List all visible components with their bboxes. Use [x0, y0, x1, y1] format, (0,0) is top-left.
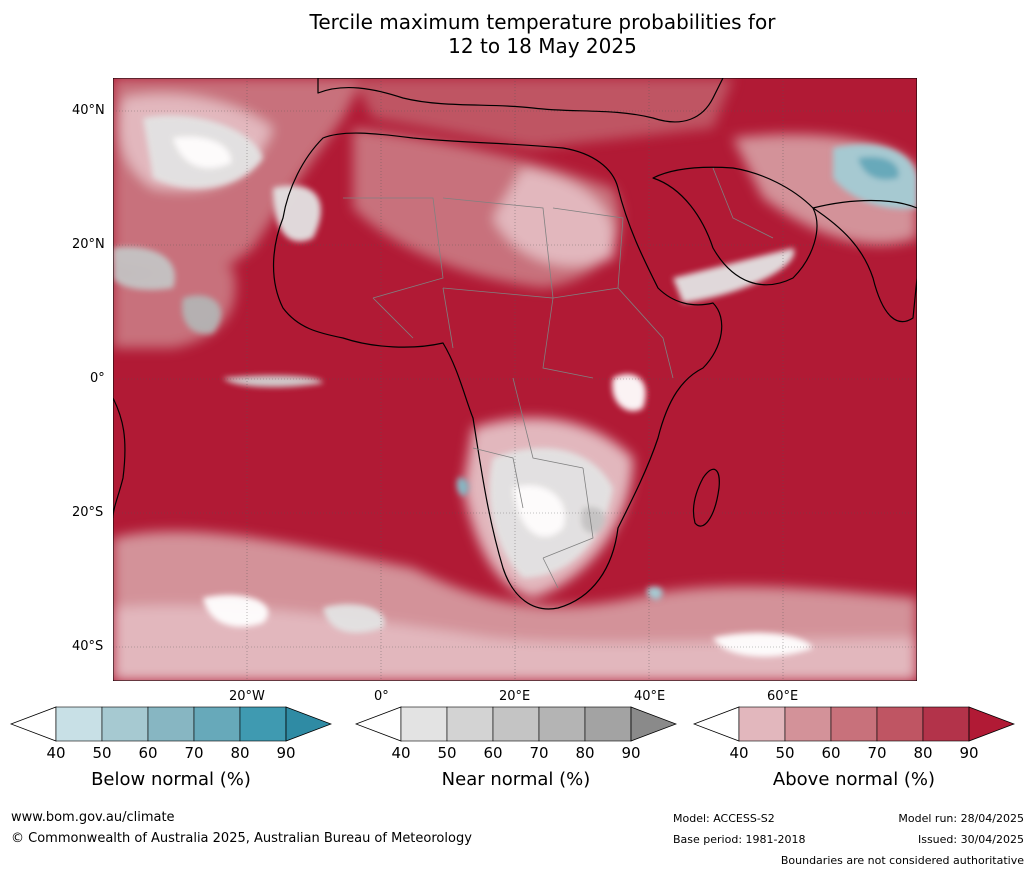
- lon-label-0: 0°: [374, 689, 389, 704]
- tick-label: 70: [529, 744, 549, 762]
- red-sea-white: [673, 248, 795, 303]
- tick-label: 80: [575, 744, 595, 762]
- colorbar-segment: [738, 706, 786, 742]
- colorbar-segment: [239, 706, 287, 742]
- tick-label: 70: [184, 744, 204, 762]
- tick-label: 60: [138, 744, 158, 762]
- probability-map: [113, 78, 917, 681]
- lat-label-0: 0°: [90, 371, 105, 386]
- colorbar-low-extension: [10, 706, 57, 742]
- tick-label: 50: [775, 744, 795, 762]
- lat-label-20n: 20°N: [72, 237, 105, 252]
- colorbar-segment: [784, 706, 832, 742]
- tick-label: 70: [867, 744, 887, 762]
- footer-website: www.bom.gov.au/climate: [11, 810, 175, 825]
- africa-coastline: [273, 132, 723, 610]
- colorbar-segment: [492, 706, 540, 742]
- arabia-coastline: [652, 166, 818, 286]
- tick-label: 40: [46, 744, 66, 762]
- colorbar-label-below: Below normal (%): [91, 769, 251, 790]
- colorbar-segment: [876, 706, 924, 742]
- footer-model-run: Model run: 28/04/2025: [898, 812, 1024, 825]
- colorbar-segment: [400, 706, 448, 742]
- india-coastline: [812, 199, 917, 323]
- colorbar-segment: [55, 706, 103, 742]
- footer-disclaimer: Boundaries are not considered authoritat…: [780, 854, 1024, 867]
- title-line-2: 12 to 18 May 2025: [448, 34, 637, 58]
- colorbar-segment: [446, 706, 494, 742]
- title-line-1: Tercile maximum temperature probabilitie…: [309, 10, 776, 34]
- colorbar-segment: [922, 706, 970, 742]
- tick-label: 40: [729, 744, 749, 762]
- colorbar-segment: [101, 706, 149, 742]
- lon-label-40e: 40°E: [634, 689, 666, 704]
- lon-label-60e: 60°E: [767, 689, 799, 704]
- colorbar-below-normal: [10, 706, 332, 742]
- tick-label: 60: [483, 744, 503, 762]
- footer-issued: Issued: 30/04/2025: [917, 833, 1024, 846]
- colorbar-high-extension: [285, 706, 332, 742]
- tick-label: 40: [391, 744, 411, 762]
- colorbar-segment: [830, 706, 878, 742]
- colorbar-high-extension: [630, 706, 677, 742]
- colorbar-above-normal: [693, 706, 1015, 742]
- tick-label: 50: [437, 744, 457, 762]
- tick-label: 80: [913, 744, 933, 762]
- tick-label: 90: [276, 744, 296, 762]
- lat-label-20s: 20°S: [72, 505, 104, 520]
- colorbar-high-extension: [968, 706, 1015, 742]
- lat-label-40n: 40°N: [72, 103, 105, 118]
- madagascar-coastline: [692, 468, 720, 527]
- lat-label-40s: 40°S: [72, 639, 104, 654]
- map-title: Tercile maximum temperature probabilitie…: [0, 10, 1035, 58]
- footer-copyright: © Commonwealth of Australia 2025, Austra…: [11, 831, 472, 846]
- colorbar-low-extension: [355, 706, 402, 742]
- colorbar-segment: [147, 706, 195, 742]
- lon-label-20w: 20°W: [229, 689, 265, 704]
- tick-label: 90: [621, 744, 641, 762]
- tick-label: 80: [230, 744, 250, 762]
- europe-coastline: [317, 78, 724, 123]
- colorbar-segment: [538, 706, 586, 742]
- lon-label-20e: 20°E: [499, 689, 531, 704]
- colorbar-near-normal: [355, 706, 677, 742]
- colorbar-label-near: Near normal (%): [441, 769, 591, 790]
- sahara-west-white: [273, 185, 321, 242]
- tick-label: 50: [92, 744, 112, 762]
- footer-base-period: Base period: 1981-2018: [673, 833, 806, 846]
- colorbar-segment: [584, 706, 632, 742]
- colorbar-label-above: Above normal (%): [772, 769, 936, 790]
- footer-model: Model: ACCESS-S2: [673, 812, 775, 825]
- colorbar-low-extension: [693, 706, 740, 742]
- tick-label: 90: [959, 744, 979, 762]
- colorbar-segment: [193, 706, 241, 742]
- tick-label: 60: [821, 744, 841, 762]
